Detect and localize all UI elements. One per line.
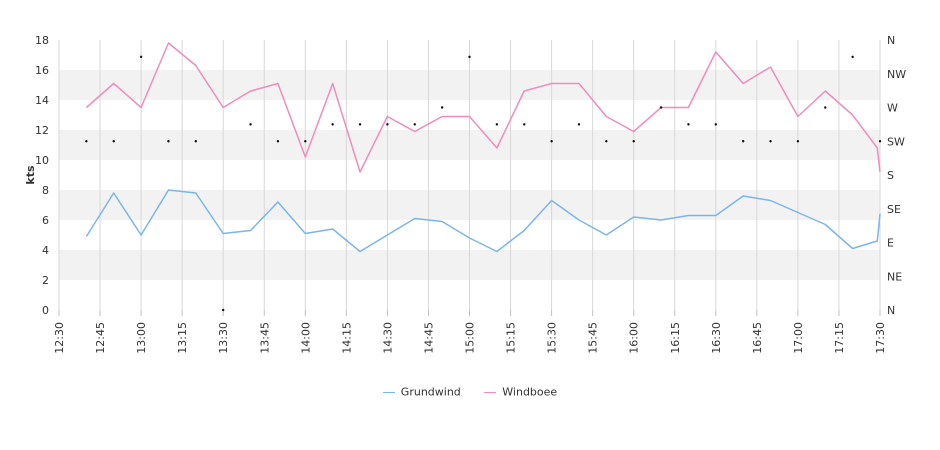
direction-point	[851, 55, 854, 59]
direction-tick-label: S	[887, 169, 894, 182]
series-line-grundwind	[85, 189, 881, 253]
y-tick-label: 2	[42, 274, 49, 287]
x-tick-label: 16:15	[669, 322, 682, 354]
x-tick-label: 17:15	[833, 322, 846, 354]
direction-point	[468, 55, 471, 59]
x-tick-label: 13:00	[135, 322, 148, 354]
direction-point	[304, 140, 307, 143]
direction-tick-label: N	[887, 34, 895, 47]
direction-tick-label: N	[887, 304, 895, 317]
direction-point	[878, 140, 882, 143]
legend-item-windboee[interactable]: Windboee	[484, 385, 557, 399]
x-tick-label: 14:00	[299, 322, 312, 354]
y-tick-label: 8	[42, 184, 49, 197]
direction-point	[139, 55, 143, 59]
direction-point	[632, 140, 635, 143]
x-tick-label: 13:30	[217, 322, 230, 354]
direction-point	[167, 140, 170, 143]
direction-point	[550, 140, 553, 143]
x-tick-label: 16:00	[628, 322, 641, 354]
direction-tick-label: NW	[887, 68, 906, 81]
direction-point	[112, 140, 115, 143]
y-axis-title: kts	[24, 165, 37, 185]
legend-label-windboee: Windboee	[502, 385, 558, 399]
x-tick-label: 12:30	[53, 322, 66, 354]
x-tick-label: 14:15	[340, 322, 353, 354]
direction-point	[440, 106, 444, 109]
x-tick-label: 14:45	[422, 322, 435, 354]
direction-point	[769, 140, 772, 143]
direction-tick-label: E	[887, 237, 894, 250]
y-tick-label: 10	[35, 154, 49, 167]
x-tick-label: 15:00	[464, 322, 477, 354]
y-tick-label: 16	[35, 64, 49, 77]
direction-point	[523, 123, 526, 126]
direction-point	[276, 140, 280, 143]
y-tick-label: 18	[35, 34, 49, 47]
direction-tick-label: SE	[887, 203, 901, 216]
direction-point	[714, 123, 717, 126]
x-tick-label: 13:15	[176, 322, 189, 354]
direction-point	[331, 123, 334, 126]
y-tick-label: 0	[42, 304, 49, 317]
x-tick-label: 16:30	[710, 322, 723, 354]
x-tick-label: 13:45	[258, 322, 271, 354]
x-tick-label: 17:00	[792, 322, 805, 354]
chart-legend: Grundwind Windboee	[0, 385, 940, 399]
direction-point	[687, 123, 690, 126]
x-tick-label: 17:30	[874, 322, 887, 354]
legend-item-grundwind[interactable]: Grundwind	[382, 385, 461, 399]
direction-point	[495, 123, 499, 126]
direction-tick-label: NE	[887, 270, 902, 283]
direction-point	[741, 140, 745, 143]
direction-point	[413, 123, 416, 126]
direction-tick-label: SW	[887, 135, 905, 148]
x-tick-label: 12:45	[94, 322, 107, 354]
direction-point	[222, 308, 225, 312]
y-tick-label: 4	[42, 244, 49, 257]
direction-point	[249, 123, 252, 126]
direction-point	[194, 140, 198, 143]
y-tick-label: 14	[35, 94, 49, 107]
x-tick-label: 14:30	[381, 322, 394, 354]
direction-point	[358, 123, 362, 126]
y-tick-label: 12	[35, 124, 49, 137]
legend-label-grundwind: Grundwind	[400, 385, 461, 399]
direction-point	[605, 140, 608, 143]
x-tick-label: 15:15	[505, 322, 518, 354]
x-tick-label: 15:45	[587, 322, 600, 354]
direction-point	[85, 140, 88, 143]
direction-point	[386, 123, 389, 126]
direction-point	[659, 106, 663, 109]
legend-swatch-grundwind	[382, 391, 395, 393]
direction-tick-label: W	[887, 102, 898, 115]
series-line-windboee	[85, 42, 881, 173]
direction-point	[577, 123, 581, 126]
x-tick-label: 15:30	[546, 322, 559, 354]
direction-point	[796, 140, 800, 143]
y-tick-label: 6	[42, 214, 49, 227]
x-tick-label: 16:45	[751, 322, 764, 354]
legend-swatch-windboee	[484, 391, 497, 393]
direction-point	[824, 106, 827, 109]
